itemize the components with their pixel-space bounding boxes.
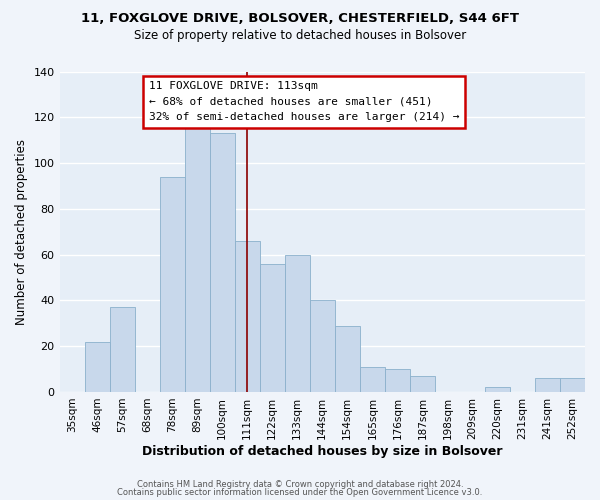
Bar [285,254,310,392]
Text: 11 FOXGLOVE DRIVE: 113sqm
← 68% of detached houses are smaller (451)
32% of semi: 11 FOXGLOVE DRIVE: 113sqm ← 68% of detac… [149,81,460,122]
Text: 11, FOXGLOVE DRIVE, BOLSOVER, CHESTERFIELD, S44 6FT: 11, FOXGLOVE DRIVE, BOLSOVER, CHESTERFIE… [81,12,519,26]
Bar [560,378,585,392]
Bar [385,369,410,392]
Bar [360,367,385,392]
Bar [235,241,260,392]
Bar [410,376,435,392]
Text: Size of property relative to detached houses in Bolsover: Size of property relative to detached ho… [134,29,466,42]
Bar [160,177,185,392]
Bar [209,134,235,392]
Text: Contains HM Land Registry data © Crown copyright and database right 2024.: Contains HM Land Registry data © Crown c… [137,480,463,489]
Bar [85,342,110,392]
Y-axis label: Number of detached properties: Number of detached properties [15,138,28,324]
Bar [110,308,134,392]
X-axis label: Distribution of detached houses by size in Bolsover: Distribution of detached houses by size … [142,444,503,458]
Bar [535,378,560,392]
Text: Contains public sector information licensed under the Open Government Licence v3: Contains public sector information licen… [118,488,482,497]
Bar [185,122,209,392]
Bar [310,300,335,392]
Bar [335,326,360,392]
Bar [260,264,285,392]
Bar [485,388,510,392]
